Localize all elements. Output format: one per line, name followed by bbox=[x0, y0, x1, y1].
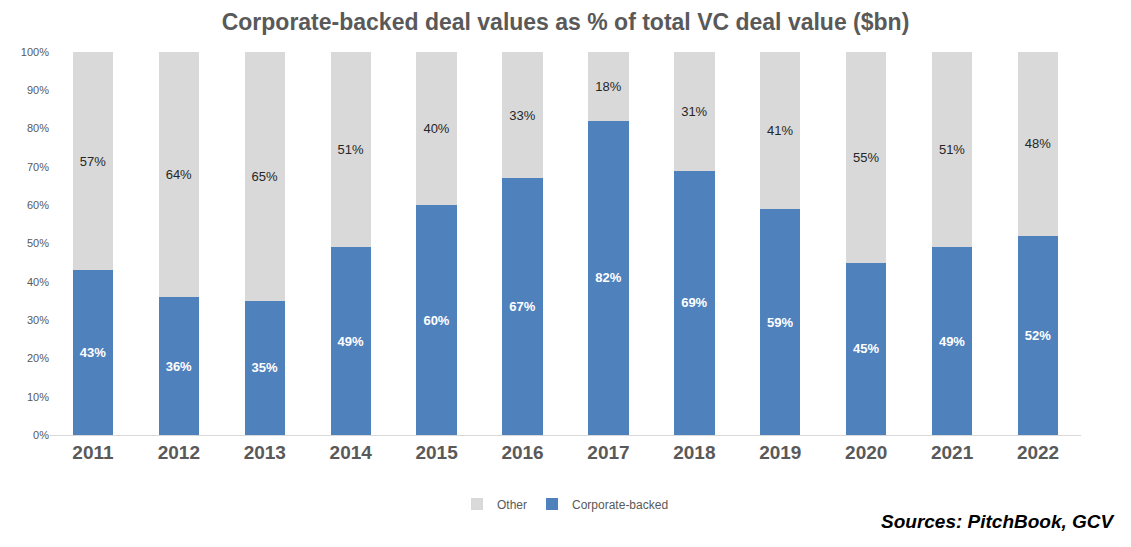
svg-text:2018: 2018 bbox=[673, 442, 715, 463]
svg-text:55%: 55% bbox=[853, 150, 879, 165]
svg-text:2014: 2014 bbox=[330, 442, 373, 463]
svg-text:10%: 10% bbox=[27, 391, 49, 403]
svg-text:48%: 48% bbox=[1025, 136, 1051, 151]
svg-text:20%: 20% bbox=[27, 352, 49, 364]
svg-text:Corporate-backed: Corporate-backed bbox=[572, 498, 668, 512]
svg-text:Corporate-backed deal values a: Corporate-backed deal values as % of tot… bbox=[222, 9, 910, 35]
svg-text:36%: 36% bbox=[166, 359, 192, 374]
svg-text:2012: 2012 bbox=[158, 442, 200, 463]
svg-text:33%: 33% bbox=[509, 108, 535, 123]
svg-text:52%: 52% bbox=[1025, 328, 1051, 343]
svg-text:51%: 51% bbox=[939, 142, 965, 157]
svg-text:57%: 57% bbox=[80, 154, 106, 169]
svg-text:40%: 40% bbox=[423, 121, 449, 136]
svg-text:40%: 40% bbox=[27, 276, 49, 288]
svg-text:35%: 35% bbox=[252, 360, 278, 375]
svg-text:Other: Other bbox=[497, 498, 527, 512]
svg-text:31%: 31% bbox=[681, 104, 707, 119]
svg-text:60%: 60% bbox=[423, 313, 449, 328]
svg-text:45%: 45% bbox=[853, 341, 879, 356]
svg-text:100%: 100% bbox=[21, 46, 49, 58]
svg-text:82%: 82% bbox=[595, 270, 621, 285]
svg-text:Sources: PitchBook, GCV: Sources: PitchBook, GCV bbox=[881, 511, 1115, 532]
svg-text:70%: 70% bbox=[27, 161, 49, 173]
svg-text:2022: 2022 bbox=[1017, 442, 1059, 463]
svg-text:69%: 69% bbox=[681, 295, 707, 310]
svg-text:2011: 2011 bbox=[72, 442, 114, 463]
svg-text:90%: 90% bbox=[27, 84, 49, 96]
svg-text:18%: 18% bbox=[595, 79, 621, 94]
svg-text:2020: 2020 bbox=[845, 442, 887, 463]
svg-text:50%: 50% bbox=[27, 237, 49, 249]
svg-text:41%: 41% bbox=[767, 123, 793, 138]
svg-text:65%: 65% bbox=[252, 169, 278, 184]
svg-text:51%: 51% bbox=[337, 142, 363, 157]
svg-text:2013: 2013 bbox=[244, 442, 286, 463]
svg-text:49%: 49% bbox=[337, 334, 363, 349]
svg-text:59%: 59% bbox=[767, 315, 793, 330]
svg-text:0%: 0% bbox=[33, 429, 49, 441]
svg-text:43%: 43% bbox=[80, 345, 106, 360]
svg-text:2016: 2016 bbox=[501, 442, 543, 463]
svg-text:49%: 49% bbox=[939, 334, 965, 349]
svg-text:30%: 30% bbox=[27, 314, 49, 326]
svg-text:80%: 80% bbox=[27, 122, 49, 134]
svg-text:2019: 2019 bbox=[759, 442, 801, 463]
svg-text:2021: 2021 bbox=[931, 442, 974, 463]
svg-text:67%: 67% bbox=[509, 299, 535, 314]
svg-text:60%: 60% bbox=[27, 199, 49, 211]
svg-text:2015: 2015 bbox=[415, 442, 458, 463]
svg-text:64%: 64% bbox=[166, 167, 192, 182]
svg-text:2017: 2017 bbox=[587, 442, 629, 463]
